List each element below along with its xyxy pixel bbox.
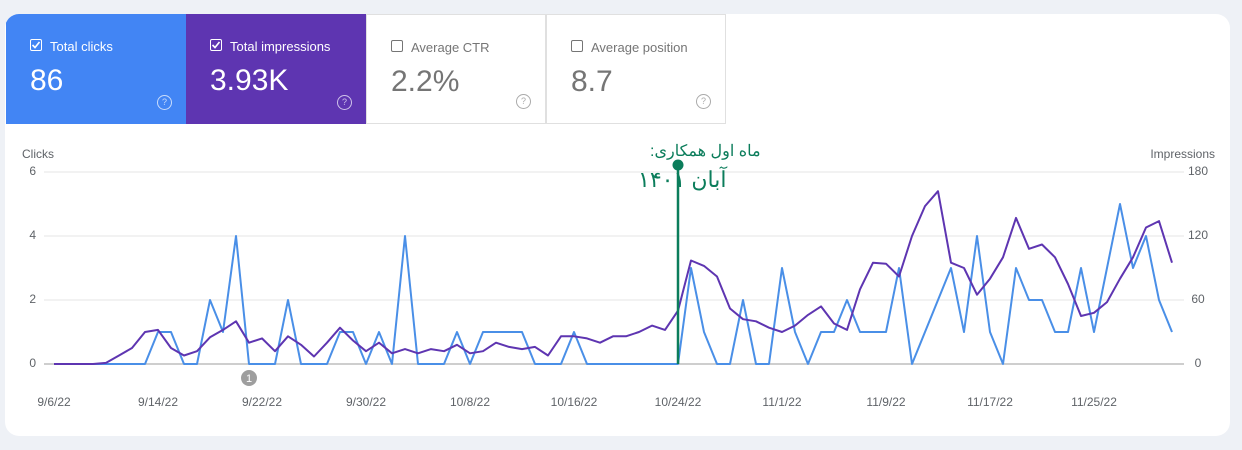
y-axis-label: Clicks [22, 147, 54, 161]
x-tick-label: 10/16/22 [551, 395, 598, 409]
y2-tick-label: 60 [1191, 292, 1205, 306]
help-icon[interactable]: ? [516, 94, 531, 109]
x-tick-label: 10/8/22 [450, 395, 490, 409]
y2-tick-label: 120 [1188, 228, 1208, 242]
series-line [54, 203, 1173, 365]
card-value: 86 [30, 64, 64, 97]
position-card[interactable]: Average position 8.7 ? [546, 14, 726, 124]
x-tick-label: 10/24/22 [655, 395, 702, 409]
y2-axis-label: Impressions [1150, 147, 1215, 161]
card-label: Average position [591, 40, 688, 55]
performance-panel: Total clicks 86 ? Total impressions 3.93… [5, 14, 1230, 436]
help-icon[interactable]: ? [696, 94, 711, 109]
ctr-card[interactable]: Average CTR 2.2% ? [366, 14, 546, 124]
annotation-dot [672, 159, 684, 171]
x-tick-label: 11/9/22 [866, 395, 905, 409]
card-label: Average CTR [411, 40, 490, 55]
x-tick-label: 9/14/22 [138, 395, 178, 409]
x-tick-label: 9/6/22 [37, 395, 71, 409]
card-value: 8.7 [571, 65, 613, 98]
impressions-card[interactable]: Total impressions 3.93K ? [186, 14, 366, 124]
checkbox[interactable] [571, 40, 583, 52]
help-icon[interactable]: ? [157, 95, 172, 110]
annotation-text: ماه اول همکاری: [650, 143, 761, 160]
y-tick-label: 0 [29, 356, 36, 370]
card-label: Total impressions [230, 39, 331, 54]
y-tick-label: 4 [29, 228, 36, 242]
x-tick-label: 9/22/22 [242, 395, 282, 409]
card-value: 3.93K [210, 64, 289, 97]
y2-tick-label: 0 [1195, 356, 1202, 370]
y2-tick-label: 180 [1188, 164, 1208, 178]
annotation-text: آبان ۱۴۰۱ [638, 166, 727, 192]
checkbox[interactable] [30, 39, 42, 51]
y-tick-label: 6 [29, 164, 36, 178]
y-tick-label: 2 [29, 292, 36, 306]
x-tick-label: 9/30/22 [346, 395, 386, 409]
check-icon [211, 41, 221, 49]
card-value: 2.2% [391, 65, 460, 98]
series-line [54, 190, 1173, 365]
x-tick-label: 11/17/22 [967, 395, 1013, 409]
annotation-marker[interactable] [241, 370, 257, 386]
help-icon[interactable]: ? [337, 95, 352, 110]
x-tick-label: 11/1/22 [762, 395, 801, 409]
card-label: Total clicks [50, 39, 113, 54]
check-icon [31, 41, 41, 49]
checkbox[interactable] [210, 39, 222, 51]
x-tick-label: 11/25/22 [1071, 395, 1117, 409]
checkbox[interactable] [391, 40, 403, 52]
clicks-card[interactable]: Total clicks 86 ? [6, 14, 186, 124]
annotation-marker-label: 1 [246, 373, 252, 385]
